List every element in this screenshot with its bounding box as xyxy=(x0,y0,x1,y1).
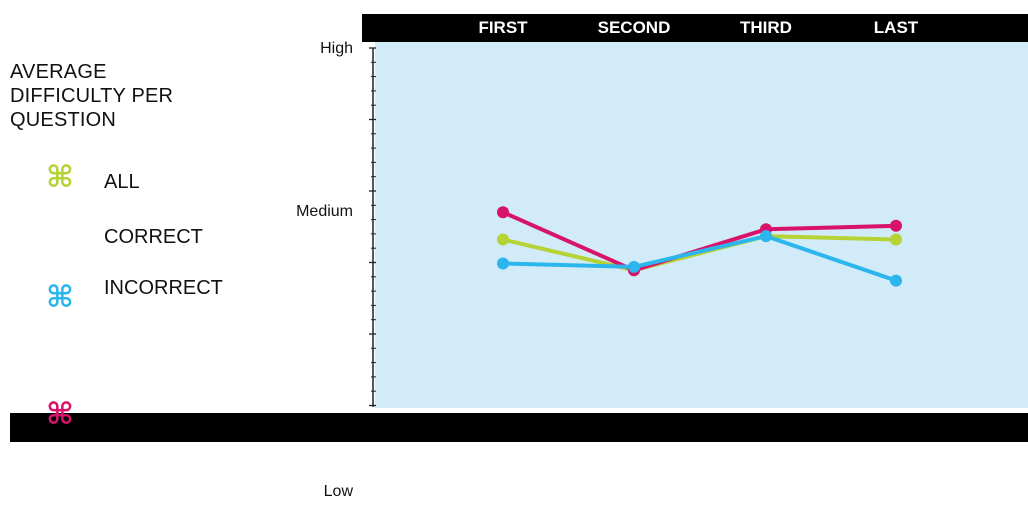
chart-title-line: QUESTION xyxy=(10,109,117,131)
category-label: FIRST xyxy=(478,18,528,37)
y-axis-ticks xyxy=(369,47,376,407)
y-tick-label: High xyxy=(320,40,353,57)
data-point xyxy=(497,233,509,246)
y-axis-tick-labels: Low Medium High xyxy=(296,40,353,500)
category-label: LAST xyxy=(874,18,919,37)
data-point xyxy=(628,260,640,273)
series-group xyxy=(497,206,902,287)
category-header-bar xyxy=(362,14,1028,42)
legend-label-all: ALL xyxy=(104,171,140,193)
command-icon: ⌘ xyxy=(46,160,74,195)
category-label: SECOND xyxy=(598,18,671,37)
y-tick-label: Low xyxy=(324,483,354,500)
legend-label-correct: CORRECT xyxy=(104,226,203,248)
bottom-bar xyxy=(10,413,1028,442)
data-point xyxy=(890,219,902,232)
legend-label-incorrect: INCORRECT xyxy=(104,277,223,299)
data-point xyxy=(890,274,902,287)
chart-title-line: DIFFICULTY PER xyxy=(10,85,174,107)
y-tick-label: Medium xyxy=(296,203,353,220)
data-point xyxy=(497,206,509,219)
command-icon: ⌘ xyxy=(46,397,74,432)
data-point xyxy=(890,233,902,246)
data-point xyxy=(497,257,509,270)
category-label: THIRD xyxy=(740,18,792,37)
chart-title: AVERAGE DIFFICULTY PER QUESTION xyxy=(10,60,240,132)
series-line xyxy=(501,234,898,283)
data-point xyxy=(760,230,772,243)
x-axis-category-labels: FIRST SECOND THIRD LAST xyxy=(478,18,918,37)
chart-title-line: AVERAGE xyxy=(10,61,107,83)
command-icon: ⌘ xyxy=(46,280,74,315)
plot-background xyxy=(375,42,1028,408)
